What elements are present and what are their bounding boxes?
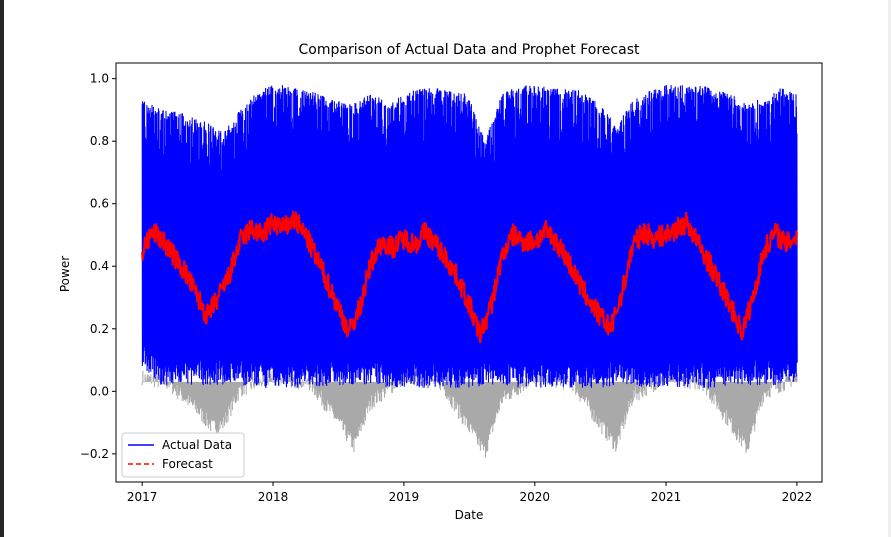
legend-box (121, 432, 245, 478)
legend-actual-label: Actual Data (162, 438, 232, 452)
x-tick-label: 2019 (389, 490, 420, 504)
chart-title: Comparison of Actual Data and Prophet Fo… (299, 42, 640, 58)
y-axis-label: Power (58, 256, 72, 292)
forecast-series (141, 210, 798, 344)
y-tick-label: 0.8 (90, 134, 109, 148)
y-tick-label: 0.0 (90, 384, 109, 398)
window-edge-right (888, 0, 891, 537)
y-tick-label: 0.4 (90, 259, 109, 273)
actual-data-series (141, 84, 798, 389)
x-axis-ticks: 2017 2018 2019 2020 2021 2022 (127, 482, 812, 504)
x-tick-label: 2017 (127, 490, 158, 504)
forecast-line (141, 210, 798, 344)
y-tick-label: 1.0 (90, 72, 109, 86)
y-tick-label: 0.2 (90, 322, 109, 336)
x-tick-label: 2021 (651, 490, 682, 504)
x-tick-label: 2018 (258, 490, 289, 504)
window-edge (0, 0, 4, 537)
x-tick-label: 2020 (520, 490, 551, 504)
actual-data-line (141, 84, 798, 389)
legend-forecast-label: Forecast (162, 457, 213, 471)
y-tick-label: 0.6 (90, 197, 109, 211)
plot-frame (115, 62, 823, 483)
legend: Actual Data Forecast (121, 432, 245, 478)
x-tick-label: 2022 (782, 490, 813, 504)
y-axis-ticks: −0.2 0.0 0.2 0.4 0.6 0.8 1.0 (80, 72, 116, 461)
y-tick-label: −0.2 (80, 447, 109, 461)
x-axis-label: Date (455, 508, 484, 522)
